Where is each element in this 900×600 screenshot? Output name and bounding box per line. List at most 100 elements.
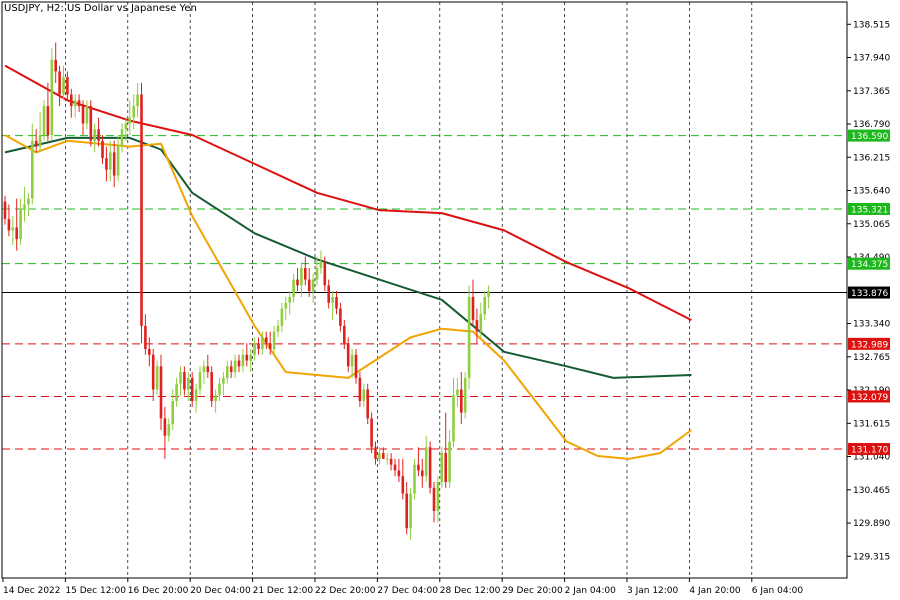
candle-body bbox=[421, 470, 424, 477]
candle-body bbox=[331, 296, 334, 303]
bear-candle bbox=[374, 441, 377, 465]
bear-candle bbox=[206, 354, 210, 378]
bull-candle bbox=[288, 291, 291, 315]
bear-candle bbox=[34, 129, 38, 153]
bull-candle bbox=[23, 187, 26, 222]
bull-candle bbox=[27, 192, 30, 216]
candle-body bbox=[132, 106, 135, 118]
candle-body bbox=[467, 296, 471, 378]
bull-candle bbox=[300, 262, 303, 297]
bear-candle bbox=[112, 140, 116, 188]
bear-candle bbox=[237, 354, 241, 373]
candle-body bbox=[171, 401, 174, 425]
candle-body bbox=[62, 77, 65, 95]
candle-body bbox=[370, 418, 373, 448]
candle-body bbox=[483, 296, 486, 315]
candle-body bbox=[202, 366, 206, 373]
candle-body bbox=[206, 366, 210, 373]
bull-candle bbox=[124, 117, 128, 141]
candle-body bbox=[89, 106, 93, 141]
current-level-tag bbox=[848, 286, 890, 299]
price-tick-label: 138.515 bbox=[853, 20, 890, 30]
candle-body bbox=[245, 354, 249, 361]
bear-candle bbox=[229, 360, 233, 378]
candle-body bbox=[452, 395, 455, 442]
bear-candle bbox=[346, 337, 350, 373]
candle-body bbox=[124, 123, 128, 130]
bull-candle bbox=[292, 273, 295, 303]
candle-body bbox=[218, 383, 221, 396]
bear-candle bbox=[389, 453, 393, 471]
candle-body bbox=[85, 106, 89, 124]
candle-body bbox=[159, 366, 163, 419]
candle-body bbox=[210, 372, 213, 402]
bear-candle bbox=[393, 458, 397, 477]
candle-body bbox=[233, 360, 237, 373]
candle-body bbox=[405, 493, 408, 529]
bull-candle bbox=[116, 135, 120, 182]
candle-body bbox=[401, 476, 405, 494]
bull-candle bbox=[350, 348, 354, 378]
time-tick-label: 21 Dec 12:00 bbox=[253, 586, 314, 596]
bull-candle bbox=[249, 348, 252, 373]
candle-body bbox=[280, 308, 284, 326]
bear-candle bbox=[444, 412, 447, 488]
candle-body bbox=[440, 453, 444, 482]
candle-body bbox=[319, 262, 323, 269]
bear-candle bbox=[257, 337, 260, 355]
candle-body bbox=[487, 291, 490, 297]
candle-body bbox=[198, 372, 202, 390]
price-tick-label: 133.340 bbox=[853, 320, 890, 330]
candle-body bbox=[3, 201, 7, 219]
price-tick-label: 136.790 bbox=[853, 120, 890, 130]
candle-body bbox=[190, 377, 194, 402]
candle-body bbox=[460, 389, 463, 413]
bear-candle bbox=[460, 372, 463, 425]
bear-candle bbox=[101, 135, 104, 164]
time-tick-label: 22 Dec 20:00 bbox=[315, 586, 376, 596]
candle-body bbox=[261, 337, 264, 349]
bull-candle bbox=[120, 123, 124, 153]
bear-candle bbox=[144, 314, 147, 355]
bear-candle bbox=[428, 441, 432, 494]
bull-candle bbox=[362, 383, 366, 407]
bull-candle bbox=[136, 82, 139, 118]
bear-candle bbox=[307, 268, 311, 297]
bull-candle bbox=[456, 377, 459, 407]
bull-candle bbox=[50, 48, 54, 141]
candle-body bbox=[19, 210, 22, 240]
bull-candle bbox=[233, 354, 237, 378]
resistance-level-label: 135.321 bbox=[851, 205, 888, 215]
candle-body bbox=[389, 458, 393, 465]
candle-body bbox=[151, 354, 155, 390]
candle-body bbox=[112, 152, 116, 176]
bull-candle bbox=[448, 429, 451, 488]
bull-candle bbox=[218, 377, 221, 402]
candle-body bbox=[226, 366, 229, 378]
candle-body bbox=[346, 343, 350, 367]
bull-candle bbox=[38, 111, 42, 153]
bear-candle bbox=[66, 71, 69, 101]
bear-candle bbox=[405, 482, 408, 535]
bear-candle bbox=[15, 198, 18, 251]
bear-candle bbox=[265, 331, 268, 349]
candle-body bbox=[42, 106, 46, 136]
candle-body bbox=[284, 302, 288, 309]
support-level-tag bbox=[848, 443, 890, 456]
bear-candle bbox=[339, 302, 342, 332]
bull-candle bbox=[171, 389, 174, 430]
bear-candle bbox=[54, 42, 57, 83]
bull-candle bbox=[378, 447, 381, 465]
bear-candle bbox=[354, 348, 358, 384]
bear-candle bbox=[7, 204, 11, 237]
bull-candle bbox=[440, 447, 444, 488]
candle-body bbox=[374, 447, 377, 459]
bear-candle bbox=[366, 383, 369, 425]
bull-candle bbox=[479, 302, 483, 338]
price-tick-label: 135.065 bbox=[853, 220, 890, 230]
candle-body bbox=[300, 268, 303, 286]
price-tick-label: 135.640 bbox=[853, 187, 890, 197]
candles bbox=[3, 42, 490, 540]
bull-candle bbox=[62, 65, 65, 101]
candle-body bbox=[23, 204, 26, 211]
